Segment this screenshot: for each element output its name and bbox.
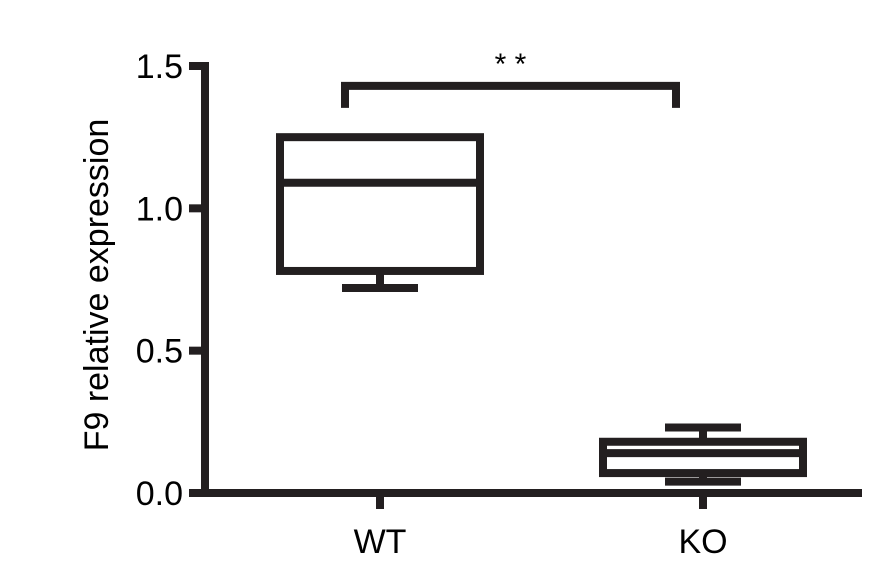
box-wt [276,133,484,293]
significance-bracket-group: * * [341,48,680,108]
y-tick-label: 0.5 [136,333,183,371]
y-tick-label: 0.0 [136,475,183,513]
y-tick-label: 1.5 [136,48,183,86]
significance-label: * * [495,48,527,81]
box-iqr [276,133,484,275]
boxes [276,133,807,486]
y-tick-label: 1.0 [136,190,183,228]
box-ko [599,423,807,486]
x-tick-label: WT [354,523,407,561]
box-iqr [599,437,807,478]
x-axis-ticks: WT KO [354,493,728,561]
significance-bracket [341,81,680,108]
axes [201,62,862,497]
y-axis-ticks: 0.0 0.5 1.0 1.5 [136,48,205,513]
x-tick-label: KO [678,523,727,561]
y-axis-label: F9 relative expression [78,119,116,452]
